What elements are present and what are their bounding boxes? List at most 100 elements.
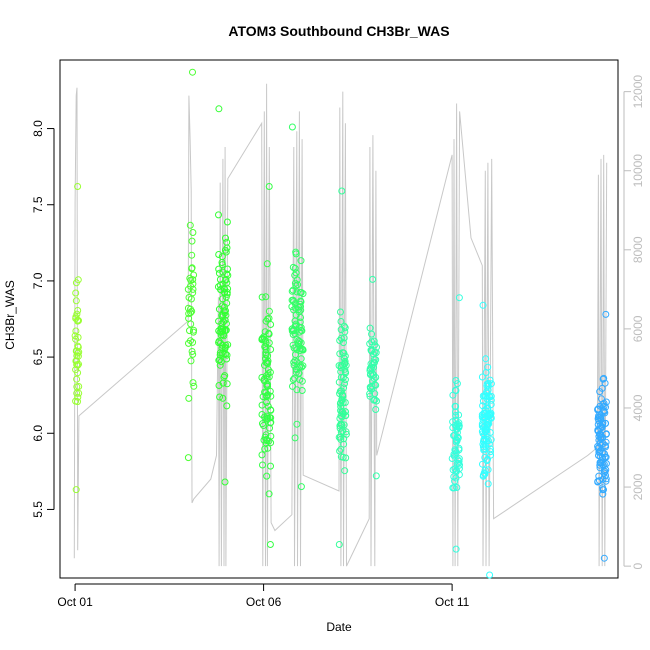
data-point [223,351,231,359]
data-point [484,382,492,390]
data-point [264,444,272,452]
y-tick-label: 7.5 [31,196,45,213]
data-point [258,335,266,343]
data-point [261,388,269,396]
data-point [368,385,376,393]
data-point [265,307,273,315]
data-point [366,384,374,392]
data-point [186,327,193,335]
data-point [186,221,194,229]
data-point [601,419,609,427]
data-point [340,384,348,392]
data-point [336,422,344,430]
data-point [487,436,495,444]
y2-tick-label: 0 [631,562,645,569]
data-point [297,483,305,491]
data-point [217,286,225,294]
data-point [342,369,350,377]
data-point [595,443,603,451]
data-point [187,357,195,365]
data-point [73,357,80,365]
data-point [291,357,299,365]
data-point [596,440,604,447]
data-point [337,445,345,453]
data-point [72,297,80,305]
data-point [72,335,80,343]
data-point [185,314,193,322]
data-point [598,453,606,461]
data-point [594,426,602,434]
data-point [338,187,346,195]
data-point [451,386,459,394]
data-point [188,251,196,259]
data-point [189,338,197,346]
data-point [341,324,349,332]
data-point [72,289,80,297]
data-point [452,438,460,446]
data-point [266,414,274,422]
data-point [263,260,271,268]
data-point [298,377,306,385]
data-point [481,466,489,474]
data-point [297,289,305,296]
data-point [216,351,224,359]
data-point [264,402,272,410]
data-point [72,486,80,494]
y2-tick-label: 10000 [631,154,645,188]
data-point [455,422,463,430]
data-point [481,428,489,436]
data-point [266,368,274,376]
x-tick-label: Oct 11 [435,595,470,609]
data-point [218,259,226,266]
data-point [221,343,229,351]
y-axis-label: CH3Br_WAS [3,280,17,350]
data-point [216,393,224,401]
data-point [455,444,463,452]
data-point [594,444,602,452]
data-point [265,314,273,322]
data-point [74,183,82,190]
data-point [223,380,231,388]
data-point [373,397,380,405]
data-point [596,477,603,485]
altitude-track-line [73,83,608,567]
data-point [266,541,274,548]
data-point [72,327,80,335]
data-point [219,268,227,276]
data-point [74,361,82,369]
data-point [452,408,459,416]
data-point [288,296,296,304]
data-point [368,364,375,372]
data-point [299,346,307,354]
data-point [482,355,490,363]
data-point [292,269,300,277]
data-point [185,394,193,402]
data-point [215,382,223,389]
data-point [368,347,376,355]
data-point [288,123,296,131]
data-point [258,293,266,301]
data-point [480,471,487,479]
data-point [479,460,486,468]
data-point [289,382,296,390]
data-point [221,372,229,380]
data-point [452,412,460,419]
data-point [455,459,463,467]
data-point [74,369,82,377]
data-point [223,355,231,363]
data-point [337,334,345,342]
data-point [289,331,297,338]
data-point [298,387,306,394]
data-point [224,265,231,273]
data-point [341,328,349,336]
data-point [487,410,495,418]
data-point [481,392,488,400]
data-point [372,472,380,480]
data-point [216,356,224,364]
data-point [262,293,270,301]
data-point [599,419,607,427]
data-point [292,248,300,256]
data-point [298,327,306,335]
data-point [450,473,458,481]
